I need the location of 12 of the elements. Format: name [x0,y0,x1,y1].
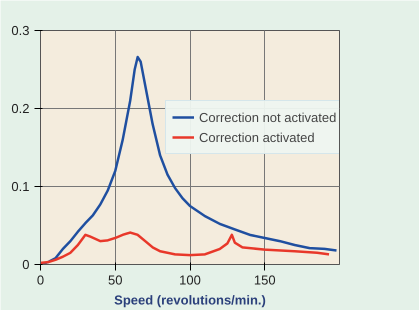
x-tick-label: 0 [36,272,44,288]
y-tick-label: 0 [22,257,30,272]
x-axis-title: Speed (revolutions/min.) [114,292,266,308]
legend-label: Correction activated [199,130,315,144]
y-tick-label: 0.3 [11,23,30,38]
x-tick-label: 50 [108,272,122,288]
x-tick-label: 150 [254,272,276,288]
line-series [40,231,330,264]
y-tick-label: 0.2 [11,101,30,116]
x-tick-label: 100 [179,272,201,288]
y-tick-label: 0.1 [11,179,30,194]
legend-label: Correction not activated [199,110,336,124]
